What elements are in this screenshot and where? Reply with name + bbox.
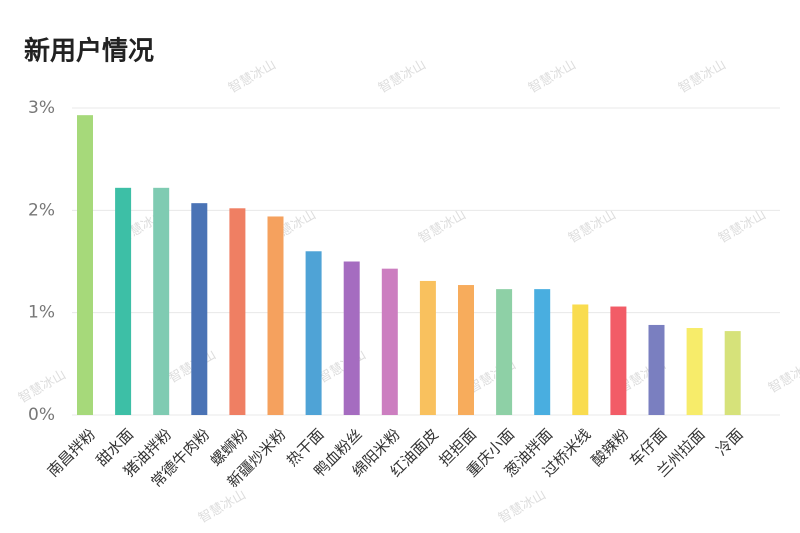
x-tick-label: 酸辣粉 — [588, 425, 633, 470]
bar — [267, 216, 284, 415]
watermark: 智慧冰山 — [376, 57, 429, 97]
bar — [153, 187, 170, 415]
bar — [534, 289, 551, 415]
x-tick-label: 冷面 — [713, 425, 747, 459]
watermark: 智慧冰山 — [676, 57, 729, 97]
y-tick-label: 3% — [28, 98, 55, 118]
watermark: 智慧冰山 — [766, 357, 800, 397]
bar — [648, 324, 665, 415]
chart-title: 新用户情况 — [24, 36, 154, 67]
bar — [724, 331, 741, 415]
bar — [115, 187, 132, 415]
watermark: 智慧冰山 — [566, 207, 619, 247]
watermark: 智慧冰山 — [196, 487, 249, 527]
watermark: 智慧冰山 — [416, 207, 469, 247]
bar — [458, 285, 474, 415]
bar — [77, 115, 93, 415]
y-tick-label: 1% — [28, 303, 55, 323]
watermark: 智慧冰山 — [316, 347, 369, 387]
bar — [610, 306, 627, 415]
bar — [229, 208, 246, 415]
watermark: 智慧冰山 — [526, 57, 579, 97]
watermark: 智慧冰山 — [226, 57, 279, 97]
bar — [419, 280, 436, 415]
y-tick-label: 2% — [28, 200, 55, 220]
bar — [496, 289, 513, 415]
x-tick-label: 南昌拌粉 — [44, 425, 99, 480]
watermark: 智慧冰山 — [16, 367, 69, 407]
bar — [305, 251, 322, 415]
bar — [572, 304, 589, 415]
watermark: 智慧冰山 — [716, 207, 769, 247]
bar — [191, 203, 208, 415]
watermark: 智慧冰山 — [496, 487, 549, 527]
bar — [343, 261, 360, 415]
bar — [686, 328, 703, 415]
bar — [381, 268, 398, 415]
y-tick-label: 0% — [28, 405, 55, 425]
